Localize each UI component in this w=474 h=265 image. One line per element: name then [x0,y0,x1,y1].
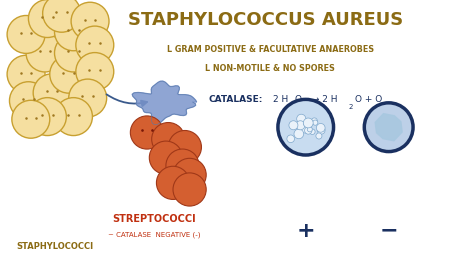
Text: O: O [294,95,301,104]
Polygon shape [132,81,197,125]
Text: 2: 2 [289,104,293,110]
Circle shape [156,166,190,200]
Text: L GRAM POSITIVE & FACULTATIVE ANAEROBES: L GRAM POSITIVE & FACULTATIVE ANAEROBES [167,45,374,54]
Text: CATALASE:: CATALASE: [209,95,263,104]
Circle shape [33,74,71,112]
Circle shape [296,121,305,130]
Circle shape [7,15,45,54]
Text: +: + [296,220,315,241]
Text: 2: 2 [384,104,389,110]
Circle shape [317,126,325,134]
Circle shape [289,121,298,130]
Circle shape [26,34,64,72]
Text: → 2 H: → 2 H [309,95,337,104]
Circle shape [316,133,322,139]
Circle shape [305,127,312,134]
Circle shape [311,118,317,124]
Text: STAPHYLOCOCCUS AUREUS: STAPHYLOCOCCUS AUREUS [128,11,403,29]
Circle shape [55,98,92,136]
Circle shape [28,0,66,38]
Circle shape [12,100,50,138]
Circle shape [365,103,413,152]
Circle shape [287,135,294,143]
Circle shape [307,127,312,132]
Circle shape [297,114,306,123]
Circle shape [55,13,92,51]
Circle shape [304,119,312,127]
Circle shape [173,173,206,206]
Text: 2 H: 2 H [273,95,288,104]
Circle shape [294,129,304,139]
Circle shape [130,116,164,149]
Circle shape [76,52,114,91]
Circle shape [152,122,185,156]
Circle shape [55,34,92,72]
Circle shape [43,0,81,32]
Polygon shape [375,114,402,141]
Circle shape [316,123,325,132]
Text: 2: 2 [348,104,353,110]
Circle shape [303,118,313,128]
Text: 2: 2 [303,104,308,110]
Circle shape [278,99,334,155]
Text: STAPHYLOCOCCI: STAPHYLOCOCCI [16,242,93,251]
Circle shape [28,98,66,136]
Circle shape [310,129,315,134]
Text: −: − [379,220,398,241]
Circle shape [173,158,206,192]
Circle shape [9,82,47,120]
Circle shape [301,123,310,133]
Circle shape [168,130,201,164]
Circle shape [50,55,88,93]
Circle shape [69,79,107,117]
Circle shape [7,55,45,93]
Text: O + O: O + O [355,95,382,104]
Circle shape [71,2,109,40]
Text: ~ CATALASE  NEGATIVE (-): ~ CATALASE NEGATIVE (-) [108,231,201,238]
Circle shape [76,26,114,64]
Circle shape [166,149,199,182]
Circle shape [313,120,318,125]
Text: STREPTOCOCCI: STREPTOCOCCI [112,214,196,224]
Circle shape [149,141,182,174]
Text: L NON-MOTILE & NO SPORES: L NON-MOTILE & NO SPORES [205,64,335,73]
